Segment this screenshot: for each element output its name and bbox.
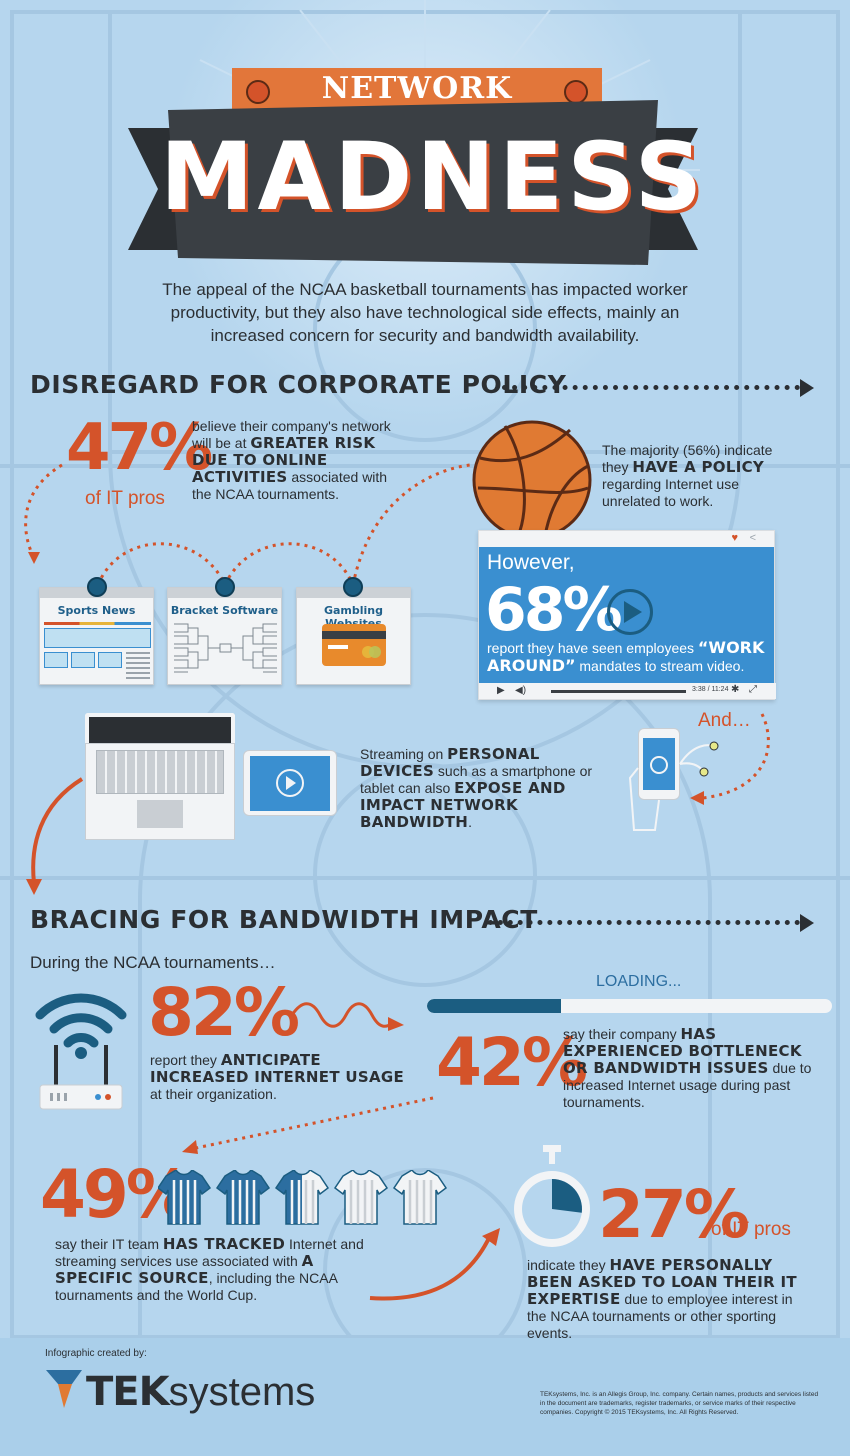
stat-82-value: 82% <box>148 974 300 1051</box>
play-control-icon[interactable]: ▶ <box>497 685 505 696</box>
loading-bar <box>427 999 832 1013</box>
dotted-divider <box>488 920 800 925</box>
video-however: However, <box>487 551 575 574</box>
basketball-icon <box>472 420 592 540</box>
jerseys <box>158 1170 448 1225</box>
stat-49-value: 49% <box>40 1156 192 1233</box>
heart-icon[interactable]: ♥ <box>731 532 738 544</box>
basketball-icon <box>564 80 588 104</box>
section-heading-policy: DISREGARD FOR CORPORATE POLICY <box>30 370 567 399</box>
dotted-divider <box>502 385 800 390</box>
loading-bar-fill <box>427 999 561 1013</box>
section-heading-bandwidth: BRACING FOR BANDWIDTH IMPACT <box>30 905 538 934</box>
card-bracket-software: Bracket Software <box>167 587 282 685</box>
wavy-arrow <box>290 1002 404 1031</box>
basketball-icon <box>246 80 270 104</box>
card-sports-news: Sports News <box>39 587 154 685</box>
jersey-icon <box>392 1170 448 1225</box>
curved-arrow <box>369 1228 500 1301</box>
video-top-bar: ♥ < <box>479 531 774 547</box>
curved-arrow <box>26 777 84 895</box>
stat-42-text: say their company HAS EXPERIENCED BOTTLE… <box>563 1025 812 1111</box>
teksystems-logo-icon <box>46 1370 82 1408</box>
stat-47-text: believe their company's network will be … <box>192 418 391 502</box>
video-controls: ▶ ◀) 3:38 / 11:24 ✱ ⤢ <box>479 683 776 699</box>
teksystems-logo[interactable]: TEKsystems <box>86 1369 316 1415</box>
stat-49-text: say their IT team HAS TRACKED Internet a… <box>55 1235 364 1304</box>
bracket-icon <box>174 623 277 673</box>
dotted-arrow <box>690 713 770 805</box>
jersey-icon <box>333 1170 389 1225</box>
video-time: 3:38 / 11:24 <box>692 686 729 693</box>
stat-47-label: of IT pros <box>85 488 165 509</box>
legal-text: TEKsystems, Inc. is an Allegis Group, In… <box>540 1391 819 1416</box>
stopwatch-icon <box>514 1145 590 1247</box>
loading-label: LOADING... <box>596 973 682 990</box>
header: NETWORK MADNESS The appeal of the NCAA b… <box>0 0 850 360</box>
footer: Infographic created by: TEKsystems TEKsy… <box>0 1338 850 1456</box>
stat-42-value: 42% <box>436 1024 588 1101</box>
stat-82-text: report they ANTICIPATE INCREASED INTERNE… <box>150 1051 405 1103</box>
dotted-arrow <box>182 1096 434 1154</box>
pin-icon <box>343 577 363 597</box>
jersey-icon <box>215 1170 271 1225</box>
smartphone-icon <box>638 728 680 800</box>
stat-27-label: of IT pros <box>711 1219 791 1240</box>
page-title: MADNESS <box>160 123 707 232</box>
laptop-icon <box>85 713 235 840</box>
earphones-icon <box>628 741 719 831</box>
dotted-connectors <box>24 463 471 586</box>
share-icon[interactable]: < <box>749 532 756 544</box>
intro-text: The appeal of the NCAA basketball tourna… <box>162 280 688 345</box>
created-by-label: Infographic created by: <box>45 1348 147 1359</box>
title-banner <box>128 100 698 265</box>
jersey-icon <box>158 1170 212 1225</box>
ribbon-title: NETWORK <box>321 71 513 106</box>
video-player: ♥ < However, 68% report they have seen e… <box>478 530 776 700</box>
arrow-right-icon <box>800 914 814 932</box>
video-stat-text: report they have seen employees “WORK AR… <box>487 638 765 675</box>
pin-icon <box>87 577 107 597</box>
play-icon <box>624 601 642 623</box>
section-subheading: During the NCAA tournaments… <box>30 953 276 972</box>
arrow-right-icon <box>800 379 814 397</box>
and-text: And… <box>698 710 751 731</box>
jersey-icon <box>274 1170 330 1225</box>
video-seek-bar[interactable] <box>551 690 686 693</box>
stat-27-text: indicate they HAVE PERSONALLY BEEN ASKED… <box>527 1256 797 1342</box>
play-icon <box>286 776 296 790</box>
tablet-icon <box>243 750 337 816</box>
gear-icon[interactable]: ✱ <box>731 684 740 695</box>
policy-text: The majority (56%) indicate they HAVE A … <box>602 442 773 509</box>
devices-text: Streaming on PERSONAL DEVICES such as a … <box>360 745 593 831</box>
wifi-router-icon <box>35 993 127 1110</box>
volume-icon[interactable]: ◀) <box>515 685 527 696</box>
credit-card-icon <box>322 624 386 666</box>
video-stat-value: 68% <box>485 575 623 645</box>
stat-27-value: 27% <box>598 1176 750 1253</box>
stat-47-value: 47% <box>66 411 213 485</box>
fullscreen-icon[interactable]: ⤢ <box>749 684 757 695</box>
play-button[interactable] <box>607 589 653 635</box>
pin-icon <box>215 577 235 597</box>
card-gambling-websites: Gambling Websites <box>296 587 411 685</box>
